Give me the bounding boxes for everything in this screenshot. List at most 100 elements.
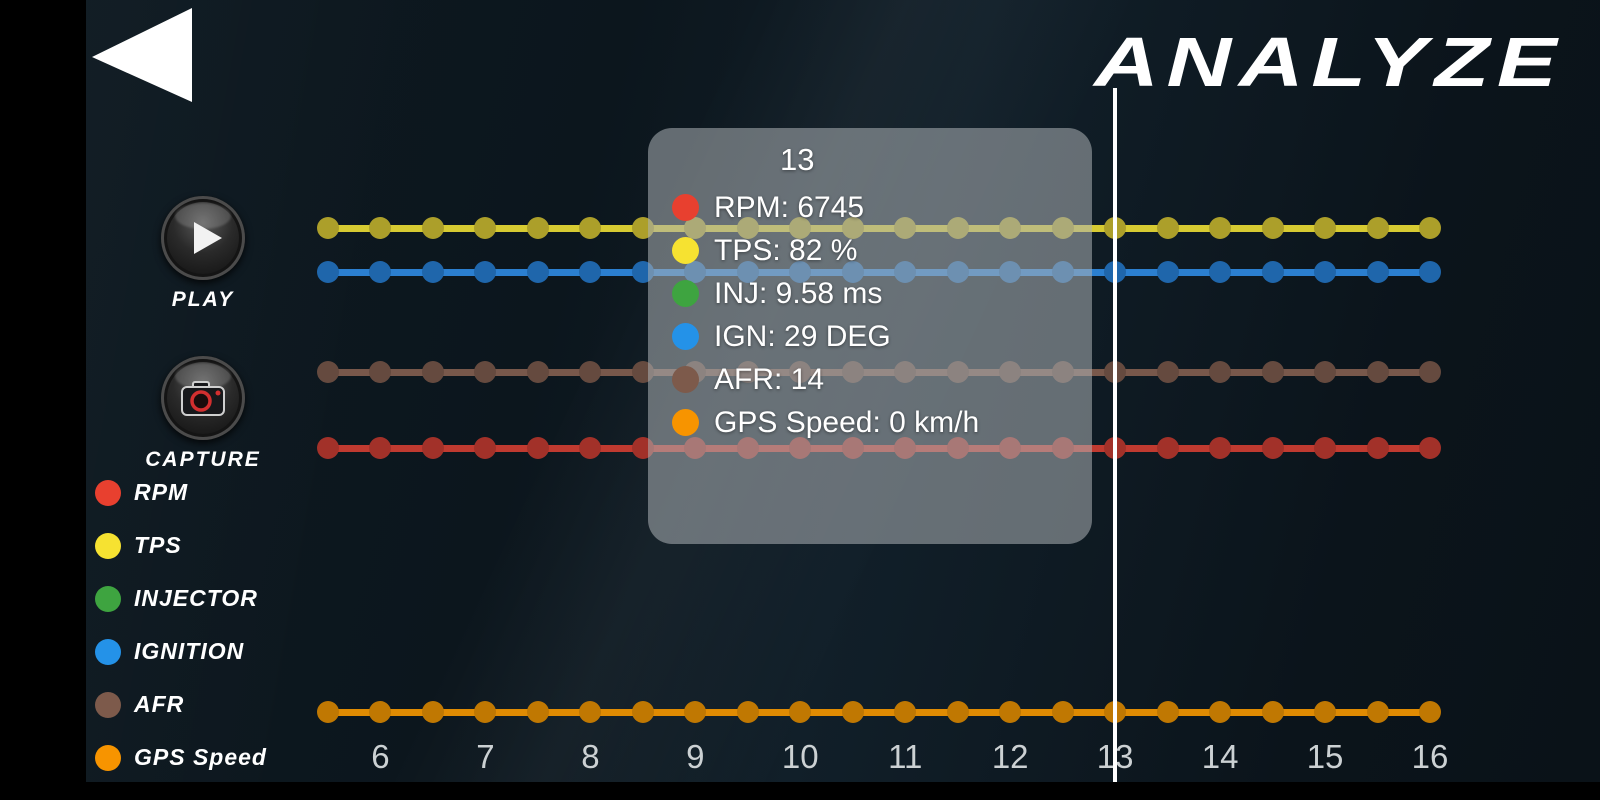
legend-label: TPS xyxy=(134,532,182,558)
x-tick-15: 15 xyxy=(1306,738,1344,775)
legend-dot xyxy=(95,585,121,612)
camera-icon xyxy=(181,381,225,416)
data-point xyxy=(369,217,392,239)
data-point xyxy=(1366,261,1389,283)
data-point xyxy=(317,217,339,239)
data-point xyxy=(421,361,444,383)
data-point xyxy=(421,217,444,239)
data-point xyxy=(369,701,392,723)
data-point xyxy=(1209,701,1232,723)
data-point xyxy=(579,437,602,459)
data-point xyxy=(1261,437,1284,459)
legend-item-afr[interactable]: AFR xyxy=(95,678,267,731)
tooltip-row-label: GPS Speed: 0 km/h xyxy=(714,405,980,439)
legend-label: IGNITION xyxy=(134,638,245,664)
capture-button[interactable] xyxy=(161,356,245,440)
play-label: PLAY xyxy=(171,288,235,311)
tooltip-row-label: TPS: 82 % xyxy=(714,233,858,267)
data-point xyxy=(1051,701,1074,723)
letterbox-bottom xyxy=(0,782,1600,800)
data-point xyxy=(317,261,339,283)
data-point xyxy=(1314,437,1337,459)
data-point xyxy=(474,437,497,459)
data-point xyxy=(1209,437,1232,459)
data-point xyxy=(1314,217,1337,239)
x-tick-14: 14 xyxy=(1201,738,1239,775)
back-arrow-icon xyxy=(92,8,192,102)
legend-item-tps[interactable]: TPS xyxy=(95,519,267,572)
data-point xyxy=(474,361,497,383)
data-point xyxy=(946,701,969,723)
capture-control: CAPTURE xyxy=(143,356,263,472)
data-point xyxy=(1156,217,1179,239)
x-tick-11: 11 xyxy=(888,738,923,775)
legend-dot xyxy=(95,532,121,559)
tooltip-series-dot xyxy=(672,323,699,350)
data-point xyxy=(526,217,549,239)
legend-label: INJECTOR xyxy=(134,585,258,611)
series-line-gps-speed xyxy=(318,709,1432,716)
data-point xyxy=(1156,261,1179,283)
data-point xyxy=(1261,361,1284,383)
capture-label: CAPTURE xyxy=(145,448,261,471)
data-point xyxy=(474,217,497,239)
data-point xyxy=(421,437,444,459)
data-point xyxy=(1261,217,1284,239)
data-point xyxy=(1156,437,1179,459)
play-icon xyxy=(194,222,222,254)
data-point xyxy=(1156,361,1179,383)
letterbox-left xyxy=(0,0,86,800)
tooltip-row: TPS: 82 % xyxy=(648,229,1092,272)
data-point xyxy=(369,437,392,459)
tooltip-row-label: AFR: 14 xyxy=(714,362,825,396)
data-point xyxy=(1419,361,1441,383)
legend-item-injector[interactable]: INJECTOR xyxy=(95,572,267,625)
back-button[interactable] xyxy=(92,8,192,102)
data-point xyxy=(1366,361,1389,383)
tooltip-row-label: IGN: 29 DEG xyxy=(714,319,891,353)
tooltip-row: IGN: 29 DEG xyxy=(648,315,1092,358)
data-point xyxy=(1419,261,1441,283)
data-point xyxy=(526,361,549,383)
play-button[interactable] xyxy=(161,196,245,280)
tooltip-series-dot xyxy=(672,280,699,307)
legend-label: AFR xyxy=(134,691,185,717)
data-point xyxy=(579,261,602,283)
legend-label: GPS Speed xyxy=(134,744,267,770)
data-point xyxy=(841,701,864,723)
legend-dot xyxy=(95,479,121,506)
legend-dot xyxy=(95,691,121,718)
x-tick-10: 10 xyxy=(781,738,819,775)
data-point xyxy=(1366,437,1389,459)
data-point xyxy=(1419,217,1441,239)
tooltip-row: INJ: 9.58 ms xyxy=(648,272,1092,315)
tooltip-row: RPM: 6745 xyxy=(648,186,1092,229)
data-point xyxy=(999,701,1022,723)
data-point xyxy=(421,261,444,283)
data-point xyxy=(1366,701,1389,723)
data-point xyxy=(1366,217,1389,239)
tooltip-row: GPS Speed: 0 km/h xyxy=(648,401,1092,444)
legend-item-gps-speed[interactable]: GPS Speed xyxy=(95,731,267,784)
data-point xyxy=(526,261,549,283)
data-point xyxy=(631,701,654,723)
data-point xyxy=(474,261,497,283)
cursor-line[interactable] xyxy=(1113,88,1118,782)
data-point xyxy=(579,217,602,239)
data-point xyxy=(1314,361,1337,383)
data-point xyxy=(1209,217,1232,239)
x-axis: 678910111213141516 xyxy=(0,738,1600,782)
x-tick-6: 6 xyxy=(371,738,390,775)
data-point xyxy=(1209,261,1232,283)
tooltip-series-dot xyxy=(672,237,699,264)
x-tick-8: 8 xyxy=(581,738,600,775)
tooltip-header: 13 xyxy=(780,142,815,177)
tooltip-row-label: INJ: 9.58 ms xyxy=(714,276,883,310)
tooltip: 13 RPM: 6745 TPS: 82 % INJ: 9.58 ms IGN: 29… xyxy=(648,128,1092,544)
tooltip-row-label: RPM: 6745 xyxy=(714,190,865,224)
data-point xyxy=(1314,701,1337,723)
legend-item-ignition[interactable]: IGNITION xyxy=(95,625,267,678)
legend-item-rpm[interactable]: RPM xyxy=(95,466,267,519)
x-tick-12: 12 xyxy=(991,738,1029,775)
